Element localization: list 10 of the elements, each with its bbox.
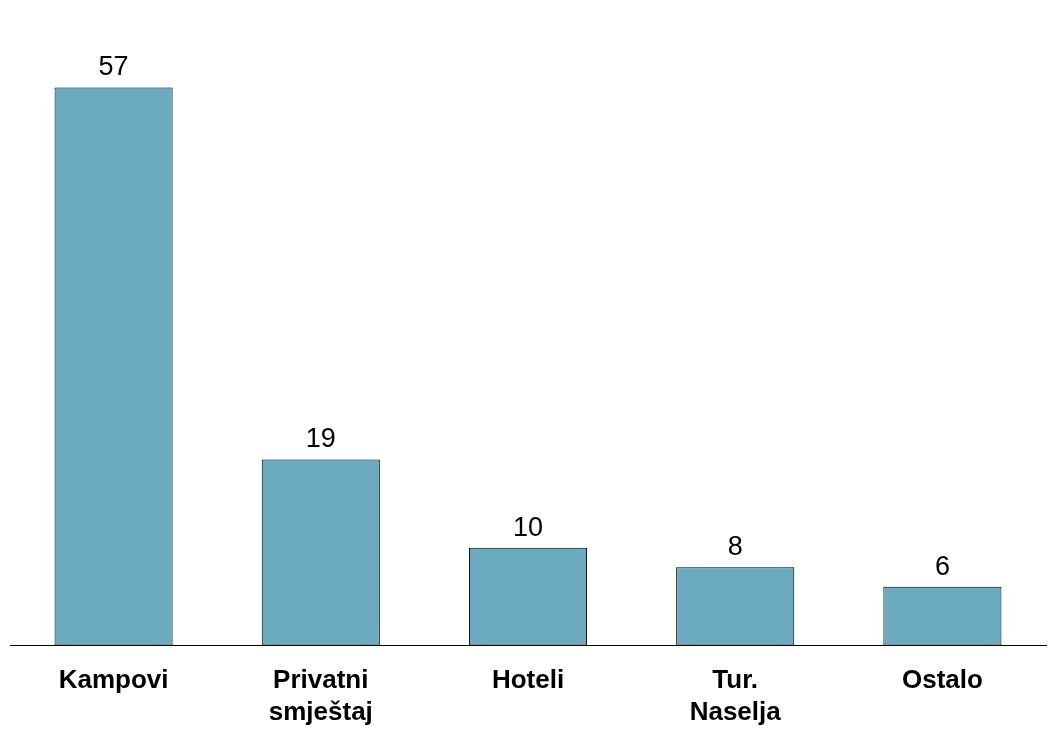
x-tick-label: Ostalo — [901, 664, 983, 695]
data-label: 19 — [305, 423, 336, 454]
data-label: 8 — [727, 531, 743, 562]
data-label: 6 — [934, 550, 950, 581]
data-label: 57 — [98, 51, 129, 82]
x-tick-label: Kampovi — [58, 664, 169, 695]
x-tick-label: Tur. Naselja — [689, 664, 782, 726]
x-tick-label: Hoteli — [491, 664, 565, 695]
x-tick-label: Privatni smještaj — [268, 664, 373, 726]
data-label: 10 — [512, 511, 544, 542]
